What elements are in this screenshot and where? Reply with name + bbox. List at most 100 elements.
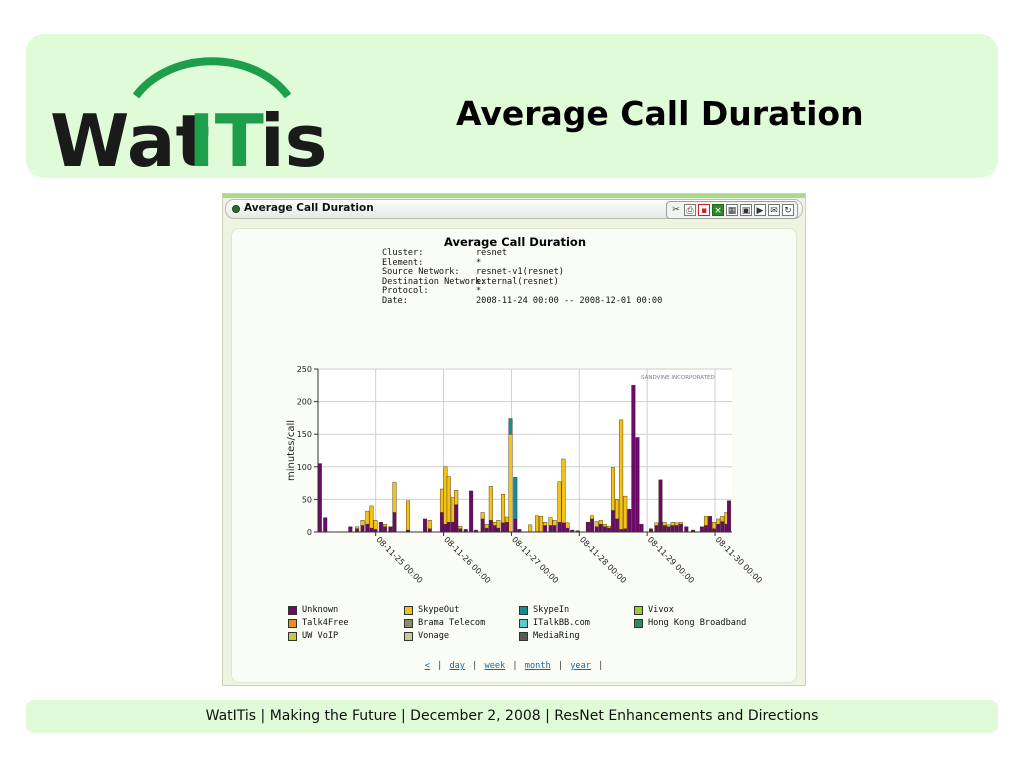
bar-segment [469,490,474,533]
bar-segment [666,526,671,533]
email-icon[interactable]: ✉ [768,204,780,216]
bar-segment [552,525,557,533]
y-tick-label: 50 [302,495,312,504]
bar-segment [654,525,659,533]
legend-swatch [404,606,413,615]
tools-icon[interactable]: ✂ [672,205,680,215]
watermark-text: SANDVINE INCORPORATED [641,375,715,381]
bar-segment [427,520,432,529]
export-icon[interactable]: ▶ [754,204,766,216]
nav-separator: | [557,661,564,671]
bar-segment [365,523,370,533]
legend-swatch [519,619,528,628]
bar-segment [484,527,489,533]
bar-segment [619,419,624,530]
bar-segment [443,523,448,533]
legend-swatch [288,619,297,628]
bar-segment [631,385,636,533]
meta-row: Date: 2008-11-24 00:00 -- 2008-12-01 00:0… [382,295,663,307]
widget-collapse-icon[interactable] [232,205,240,213]
bar-segment [670,525,675,533]
nav-prev-link[interactable]: < [424,661,430,671]
meta-label: Cluster: [382,248,424,258]
legend-label: SkypeIn [533,605,570,615]
bar-segment [443,466,448,525]
bar-segment [492,525,497,533]
bar-segment [565,527,570,533]
meta-value: resnet-v1(resnet) [476,267,564,278]
bar-segment [422,518,427,533]
meta-row: Source Network: resnet-v1(resnet) [382,267,662,278]
bar-segment [501,522,506,533]
widget-toolbar: ✂ ⎙ ▪ × ▦ ▣ ▶ ✉ ↻ [666,201,798,219]
time-range-nav: < | day | week | month | year | [232,661,798,671]
bar-segment [496,520,501,529]
bar-segment [360,520,365,526]
bar-segment [492,522,497,526]
nav-separator: | [472,661,478,671]
meta-value: * [476,257,482,268]
meta-value: 2008-11-24 00:00 -- 2008-12-01 00:00 [476,295,663,306]
excel-icon[interactable]: × [712,204,724,216]
bar-segment [635,437,640,533]
widget-header: Average Call Duration ✂ ⎙ ▪ × ▦ ▣ ▶ ✉ ↻ [225,199,803,219]
nav-year-link[interactable]: year [570,661,591,671]
save-icon[interactable]: ▣ [740,204,752,216]
bar-segment [589,515,594,520]
chart-title: Average Call Duration [443,235,587,249]
bar-segment [623,495,628,529]
pdf-icon[interactable]: ▪ [698,204,710,216]
bar-segment [662,522,667,526]
refresh-icon[interactable]: ↻ [782,204,794,216]
y-tick-label: 0 [307,528,312,537]
bar-segment [458,525,463,529]
bar-segment [678,523,683,533]
bar-segment [606,525,611,529]
legend-swatch [634,606,643,615]
legend-swatch [288,606,297,615]
footer-text: WatITis | Making the Future | December 2… [205,708,819,724]
bar-segment [548,525,553,533]
nav-month-link[interactable]: month [524,661,551,671]
bar-segment [678,522,683,525]
table-icon[interactable]: ▦ [726,204,738,216]
meta-value: resnet [476,248,508,258]
report-meta: Cluster: resnet Element: * Source Network: re… [382,248,663,307]
bar-segment [369,527,374,533]
bar-segment [727,500,732,533]
bar-segment [508,434,513,533]
legend-label: Talk4Free [302,618,349,628]
bar-segment [360,525,365,533]
meta-row: Element: * [382,257,662,269]
x-tick-label: 08-11-28 00:00 [578,535,628,585]
widget-top-bar [223,194,805,198]
legend-swatch [288,632,297,641]
report-panel: Average Call Duration Cluster: resnet Elem… [231,228,797,683]
bar-segment [543,522,548,526]
bar-segment [501,493,506,524]
legend-label: ITalkBB.com [533,618,590,628]
bar-segment [534,515,539,533]
meta-label: Date: [382,295,408,306]
bar-segment [543,525,548,533]
nav-day-link[interactable]: day [449,661,465,671]
svg-text:IT: IT [188,99,264,172]
nav-separator: | [512,661,518,671]
bar-segment [392,512,397,533]
bar-segment [496,527,501,533]
nav-week-link[interactable]: week [484,661,506,671]
bar-segment [480,518,485,533]
nav-separator: | [598,661,604,671]
print-icon[interactable]: ⎙ [684,204,696,216]
x-tick-label: 08-11-27 00:00 [510,535,560,585]
bar-segment [406,500,411,531]
legend-label: Brama Telecom [418,618,486,628]
y-tick-label: 100 [297,463,312,472]
legend-swatch [519,606,528,615]
meta-label: Source Network: [382,267,460,278]
bar-segment [670,522,675,526]
bar-segment [355,526,360,529]
legend-swatch [404,632,413,641]
x-tick-label: 08-11-25 00:00 [374,535,424,585]
bar-segment [548,517,553,526]
